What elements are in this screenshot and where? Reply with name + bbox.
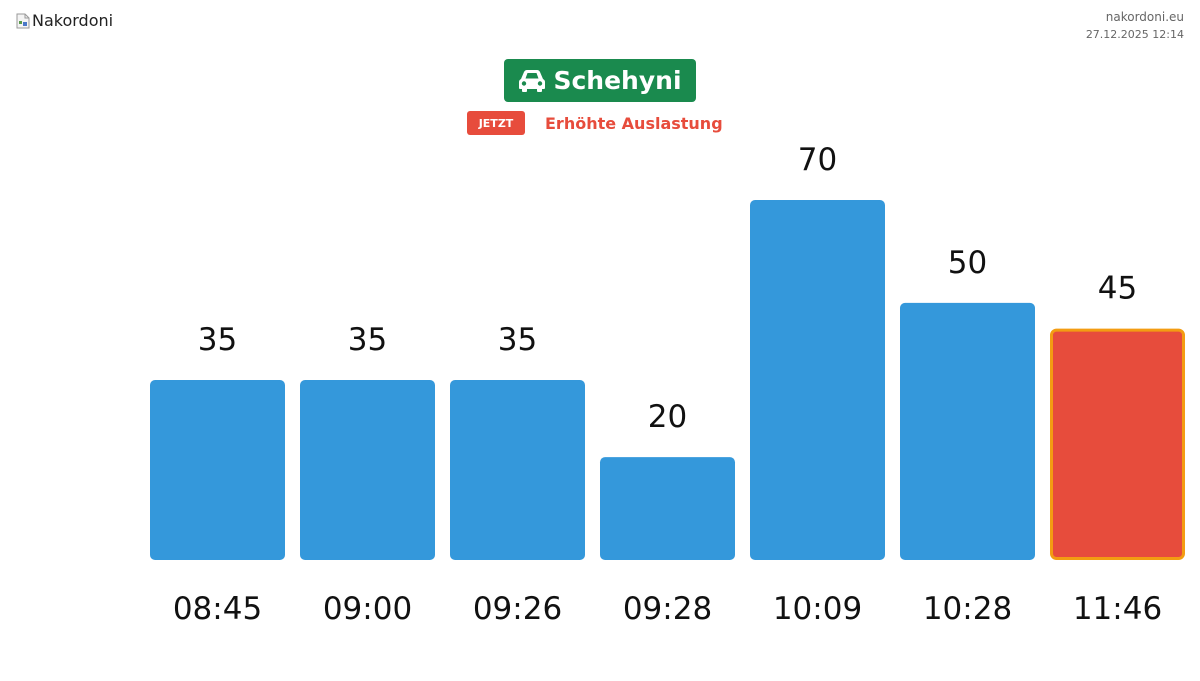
current-status: JETZT Erhöhte Auslastung <box>467 111 723 135</box>
meta-info: nakordoni.eu 27.12.2025 12:14 <box>1086 9 1184 43</box>
bar-09:26 <box>450 380 585 560</box>
now-tag: JETZT <box>467 111 525 135</box>
checkpoint-badge: Schehyni <box>504 59 696 102</box>
category-label: 09:00 <box>323 591 412 627</box>
bar-08:45 <box>150 380 285 560</box>
broken-image-icon <box>16 13 30 29</box>
status-text: Erhöhte Auslastung <box>545 113 723 133</box>
category-label: 10:28 <box>923 591 1012 627</box>
bar-value-label: 20 <box>648 399 687 435</box>
logo-alt-text: Nakordoni <box>32 11 114 30</box>
category-label: 11:46 <box>1073 591 1162 627</box>
checkpoint-name: Schehyni <box>553 66 682 95</box>
bar-10:09 <box>750 200 885 560</box>
timestamp: 27.12.2025 12:14 <box>1085 28 1184 41</box>
category-label: 09:26 <box>473 591 562 627</box>
bar-value-label: 35 <box>498 322 537 358</box>
car-icon <box>518 69 546 93</box>
bar-09:00 <box>300 380 435 560</box>
bar-value-label: 45 <box>1098 271 1137 307</box>
logo[interactable]: Nakordoni <box>16 11 113 30</box>
bar-value-label: 35 <box>348 322 387 358</box>
category-label: 09:28 <box>623 591 712 627</box>
bar-value-label: 35 <box>198 322 237 358</box>
category-label: 08:45 <box>173 591 262 627</box>
category-label: 10:09 <box>773 591 862 627</box>
bar-11:46 <box>1050 328 1185 561</box>
bar-10:28 <box>900 302 1035 560</box>
bar-value-label: 50 <box>948 245 987 281</box>
site-name: nakordoni.eu <box>1105 10 1184 24</box>
bar-value-label: 70 <box>798 142 837 178</box>
bar-09:28 <box>600 457 735 560</box>
